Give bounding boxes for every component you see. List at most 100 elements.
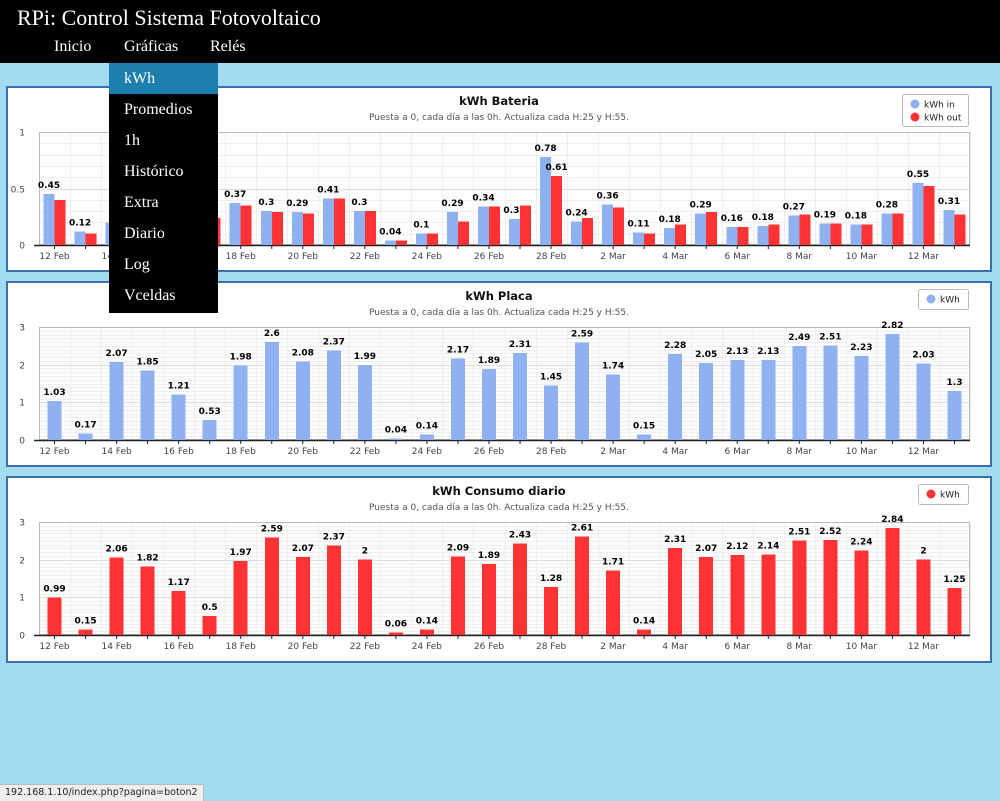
bar-value-label: 0.14 bbox=[633, 617, 655, 627]
bar-in bbox=[912, 182, 924, 245]
legend-swatch bbox=[926, 294, 936, 304]
bar-value-label: 0.19 bbox=[814, 211, 836, 221]
bar-value-label: 2.13 bbox=[757, 347, 779, 357]
bar-kwh bbox=[513, 543, 527, 635]
bar-value-label: 2.06 bbox=[105, 544, 127, 554]
x-tick-label: 14 Feb bbox=[101, 447, 132, 457]
bar-kwh bbox=[326, 545, 341, 635]
x-tick-label: 4 Mar bbox=[662, 252, 688, 262]
menu-item-vceldas[interactable]: Vceldas bbox=[124, 287, 176, 304]
bar-value-label: 0.45 bbox=[38, 181, 60, 191]
x-tick-label: 18 Feb bbox=[226, 252, 257, 262]
bar-in bbox=[602, 204, 614, 245]
x-tick-label: 2 Mar bbox=[600, 447, 626, 457]
bar-value-label: 2.6 bbox=[264, 329, 280, 339]
bar-value-label: 0.3 bbox=[258, 198, 274, 208]
bar-value-label: 2.23 bbox=[850, 343, 872, 353]
menu-item-log[interactable]: Log bbox=[124, 256, 150, 273]
bar-in bbox=[571, 221, 583, 245]
nav-reles[interactable]: Relés bbox=[210, 38, 246, 55]
bar-in bbox=[478, 206, 489, 245]
bar-out bbox=[644, 233, 656, 245]
bar-value-label: 2.59 bbox=[571, 329, 593, 339]
bar-value-label: 2.37 bbox=[323, 338, 345, 348]
x-tick-label: 24 Feb bbox=[412, 642, 443, 652]
bar-kwh bbox=[140, 566, 155, 635]
bar-value-label: 2.28 bbox=[664, 341, 686, 351]
bar-value-label: 0.04 bbox=[379, 228, 401, 238]
legend-label: kWh out bbox=[924, 114, 962, 124]
bar-in bbox=[881, 213, 893, 245]
y-tick-label: 2 bbox=[19, 362, 25, 372]
x-tick-label: 18 Feb bbox=[226, 447, 257, 457]
menu-item-kwh[interactable]: kWh bbox=[109, 63, 218, 94]
bar-value-label: 0.16 bbox=[721, 214, 743, 224]
y-tick-label: 0.5 bbox=[11, 186, 25, 196]
x-tick-label: 12 Mar bbox=[908, 447, 940, 457]
legend-swatch bbox=[910, 99, 920, 109]
bar-out bbox=[923, 186, 935, 245]
x-tick-label: 22 Feb bbox=[350, 447, 381, 457]
nav-graficas[interactable]: Gráficas bbox=[124, 38, 179, 55]
bar-value-label: 1.25 bbox=[943, 575, 965, 585]
bar-kwh bbox=[854, 550, 869, 635]
bar-in bbox=[447, 212, 458, 245]
bar-kwh bbox=[264, 342, 279, 440]
bar-value-label: 0.53 bbox=[199, 407, 221, 417]
x-tick-label: 14 Feb bbox=[101, 642, 132, 652]
bar-kwh bbox=[388, 438, 403, 440]
x-tick-label: 12 Feb bbox=[39, 642, 70, 652]
legend-label: kWh bbox=[940, 296, 960, 306]
y-tick-label: 1 bbox=[19, 594, 25, 604]
bar-kwh bbox=[792, 346, 807, 440]
x-tick-label: 22 Feb bbox=[350, 252, 381, 262]
bar-in bbox=[695, 213, 707, 245]
menu-item-diario[interactable]: Diario bbox=[124, 225, 165, 242]
legend-label: kWh in bbox=[924, 101, 955, 111]
bar-out bbox=[426, 233, 438, 245]
bar-value-label: 2.84 bbox=[881, 515, 903, 525]
legend-swatch bbox=[910, 112, 920, 122]
y-tick-label: 3 bbox=[19, 324, 25, 334]
bar-kwh bbox=[513, 353, 527, 440]
bar-out bbox=[706, 212, 718, 245]
bar-kwh bbox=[761, 359, 776, 440]
bar-in bbox=[384, 240, 396, 245]
bar-in bbox=[509, 219, 520, 245]
bar-value-label: 1.82 bbox=[136, 553, 158, 563]
bar-value-label: 1.98 bbox=[230, 352, 252, 362]
plot-border bbox=[39, 327, 970, 440]
menu-item-extra[interactable]: Extra bbox=[124, 194, 159, 211]
bar-kwh bbox=[668, 354, 683, 440]
bar-out bbox=[675, 224, 687, 245]
bar-kwh bbox=[730, 359, 745, 440]
bar-kwh bbox=[47, 401, 62, 440]
x-tick-label: 26 Feb bbox=[474, 447, 505, 457]
menu-item-1h[interactable]: 1h bbox=[124, 132, 140, 149]
bar-in bbox=[260, 211, 272, 245]
plot-border bbox=[39, 522, 970, 635]
bar-value-label: 0.78 bbox=[534, 144, 556, 154]
x-tick-label: 24 Feb bbox=[412, 447, 443, 457]
nav-inicio[interactable]: Inicio bbox=[54, 38, 92, 55]
y-tick-label: 2 bbox=[19, 557, 25, 567]
bar-in bbox=[540, 156, 552, 245]
bar-in bbox=[322, 198, 334, 245]
bar-value-label: 0.55 bbox=[907, 170, 929, 180]
bar-out bbox=[54, 199, 66, 245]
bar-value-label: 0.15 bbox=[633, 421, 655, 431]
chart-kwh-placa: 0 1 2 3 1.03 0.17 2.07 1.85 1.21 0.53 1.98 2.6 2.08 2… bbox=[19, 289, 971, 457]
bar-kwh bbox=[451, 358, 465, 440]
bar-out bbox=[364, 211, 376, 245]
bar-kwh bbox=[202, 420, 217, 440]
chart-title: kWh Consumo diario bbox=[432, 484, 566, 498]
bar-kwh bbox=[544, 385, 559, 440]
menu-item-historico[interactable]: Histórico bbox=[124, 163, 184, 180]
bar-kwh bbox=[419, 629, 434, 635]
plot-border bbox=[39, 132, 970, 245]
bar-value-label: 2.07 bbox=[292, 544, 314, 554]
menu-item-promedios[interactable]: Promedios bbox=[124, 101, 193, 118]
bar-value-label: 0.04 bbox=[385, 426, 407, 436]
x-tick-label: 26 Feb bbox=[474, 252, 505, 262]
bar-in bbox=[819, 223, 831, 245]
